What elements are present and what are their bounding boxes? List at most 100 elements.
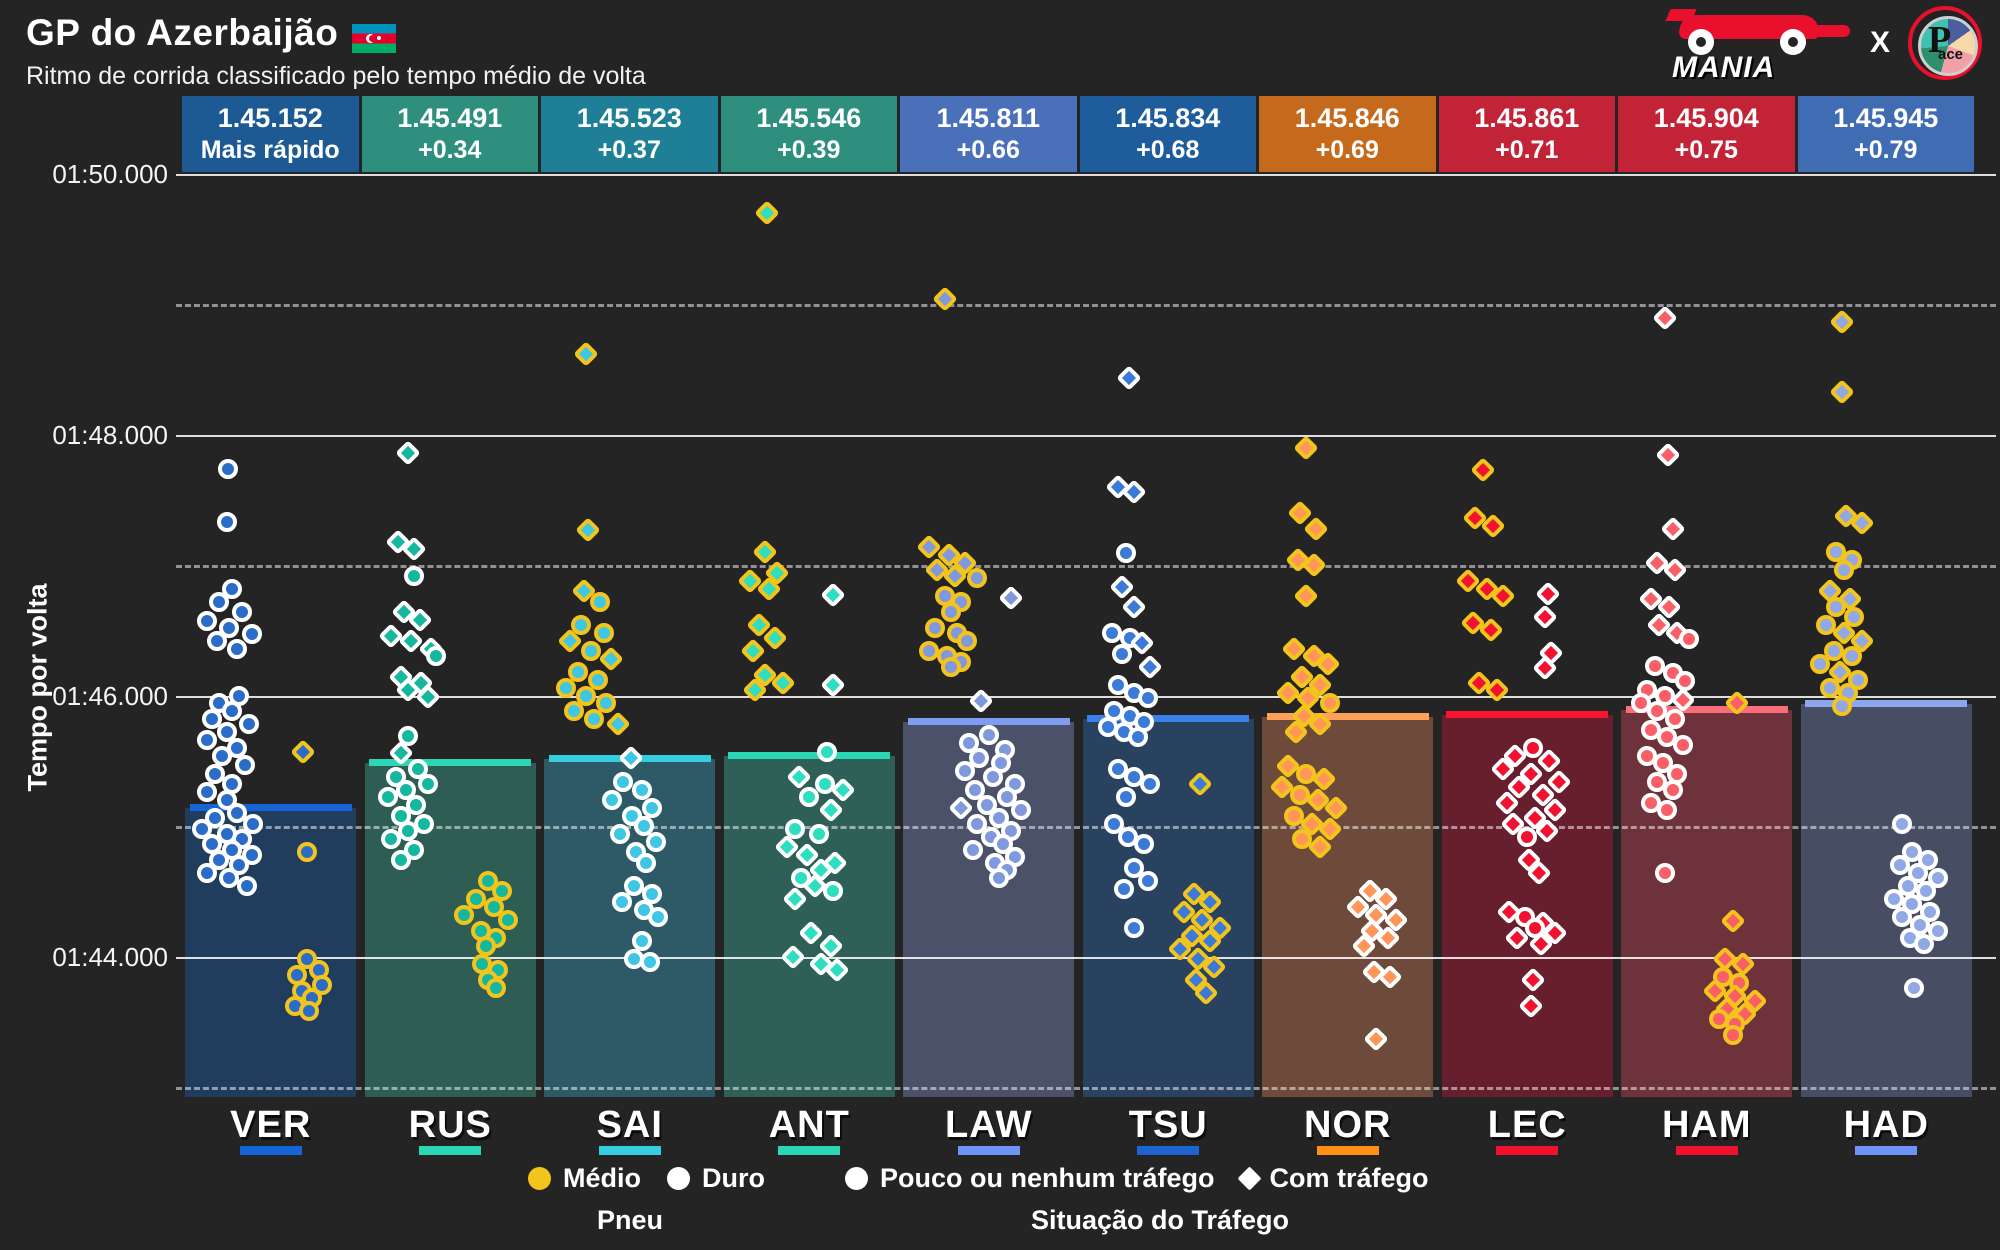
lap-point bbox=[924, 617, 945, 638]
lap-point bbox=[298, 1001, 319, 1022]
header-delta: +0.34 bbox=[418, 136, 482, 165]
lap-point bbox=[609, 823, 630, 844]
lap-point bbox=[1664, 709, 1685, 730]
driver-underline bbox=[598, 1146, 661, 1155]
lap-point bbox=[932, 286, 958, 312]
lap-point bbox=[1470, 457, 1496, 483]
lap-point bbox=[1829, 309, 1855, 336]
gridline-major bbox=[176, 696, 1996, 698]
flag-crescent-cut bbox=[369, 35, 376, 42]
lap-point bbox=[1810, 654, 1831, 675]
header-cell: 1.45.491 +0.34 bbox=[361, 96, 538, 172]
lap-point bbox=[1892, 907, 1913, 928]
legend-tyre: Médio Duro bbox=[528, 1163, 765, 1194]
lap-point bbox=[1820, 677, 1841, 698]
lap-point bbox=[492, 881, 513, 902]
lap-point bbox=[1517, 826, 1538, 847]
lap-point bbox=[1842, 646, 1863, 667]
hard-tyre-icon bbox=[667, 1167, 690, 1190]
mean-bar bbox=[1621, 709, 1793, 1097]
brand-separator: X bbox=[1869, 26, 1890, 59]
lap-point bbox=[454, 904, 475, 925]
lap-point bbox=[241, 624, 262, 645]
lap-point bbox=[217, 458, 238, 479]
lap-point bbox=[206, 630, 227, 651]
lap-point bbox=[635, 852, 656, 873]
lap-point bbox=[1904, 977, 1925, 998]
lap-point bbox=[1662, 779, 1683, 800]
header-delta: Mais rápido bbox=[200, 136, 340, 165]
clear-traffic-icon bbox=[845, 1167, 868, 1190]
lap-point bbox=[221, 701, 242, 722]
gridline-minor bbox=[176, 1086, 1996, 1090]
lap-point bbox=[978, 724, 999, 745]
lap-point bbox=[820, 672, 846, 698]
header-delta: +0.39 bbox=[777, 136, 841, 165]
mean-line bbox=[369, 759, 532, 767]
lap-point bbox=[785, 818, 806, 839]
header-mean-time: 1.45.546 bbox=[756, 102, 862, 133]
lap-point bbox=[216, 722, 237, 743]
gridline-minor bbox=[176, 825, 1996, 829]
lap-point bbox=[823, 881, 844, 902]
mean-line bbox=[907, 717, 1070, 725]
header-mean-time: 1.45.945 bbox=[1833, 102, 1939, 133]
lap-point bbox=[378, 787, 399, 808]
lap-point bbox=[612, 771, 633, 792]
lap-point bbox=[988, 868, 1009, 889]
lap-point bbox=[631, 779, 652, 800]
header-mean-time: 1.45.811 bbox=[936, 102, 1041, 133]
lap-point bbox=[1916, 881, 1937, 902]
lap-point bbox=[1892, 813, 1913, 834]
lap-point bbox=[1722, 1024, 1743, 1045]
legend-label-medium: Médio bbox=[563, 1163, 641, 1193]
lap-point bbox=[1140, 774, 1161, 795]
lap-point bbox=[641, 883, 662, 904]
header-cell: 1.45.846 +0.69 bbox=[1259, 96, 1436, 172]
lap-point bbox=[196, 729, 217, 750]
lap-point bbox=[296, 842, 317, 863]
lap-point bbox=[408, 758, 429, 779]
lap-point bbox=[1644, 655, 1665, 676]
driver-label: RUS bbox=[408, 1104, 492, 1146]
azerbaijan-flag-icon bbox=[352, 24, 396, 53]
lap-point bbox=[381, 829, 402, 850]
header-mean-time: 1.45.846 bbox=[1294, 102, 1400, 133]
lap-point bbox=[1535, 581, 1561, 607]
gridline-minor bbox=[176, 303, 1996, 307]
flag-star bbox=[377, 36, 381, 40]
lap-point bbox=[378, 622, 404, 649]
legend-item-clear-traffic: Pouco ou nenhum tráfego bbox=[845, 1163, 1215, 1194]
lap-point bbox=[1523, 737, 1544, 758]
lap-point bbox=[940, 656, 961, 677]
lap-point bbox=[398, 726, 419, 747]
lap-point bbox=[395, 440, 421, 466]
lap-point bbox=[466, 889, 487, 910]
header-cell: 1.45.152 Mais rápido bbox=[182, 96, 359, 172]
lap-point bbox=[563, 701, 584, 722]
lap-point bbox=[1138, 870, 1159, 891]
lap-point bbox=[1914, 933, 1935, 954]
driver-underline bbox=[239, 1146, 302, 1155]
lap-point bbox=[1121, 594, 1147, 620]
header-cell: 1.45.945 +0.79 bbox=[1797, 96, 1974, 172]
lap-point bbox=[1134, 834, 1155, 855]
lap-point bbox=[570, 615, 591, 636]
lap-point bbox=[1116, 543, 1137, 564]
gridline-major bbox=[176, 957, 1996, 959]
lap-point bbox=[1656, 800, 1677, 821]
legend-caption-tyre: Pneu bbox=[596, 1205, 663, 1235]
lap-point bbox=[1291, 829, 1312, 850]
lap-point bbox=[476, 936, 497, 957]
lap-point bbox=[211, 745, 232, 766]
lap-point bbox=[216, 512, 237, 533]
lap-point bbox=[1137, 654, 1163, 680]
driver-label: TSU bbox=[1128, 1104, 1208, 1146]
mean-bar bbox=[1082, 718, 1254, 1097]
lap-point bbox=[231, 602, 252, 623]
lap-point bbox=[982, 766, 1003, 787]
header-cell: 1.45.523 +0.37 bbox=[541, 96, 718, 172]
lap-point bbox=[589, 591, 610, 612]
pace-logo: P ace bbox=[1908, 6, 1982, 80]
